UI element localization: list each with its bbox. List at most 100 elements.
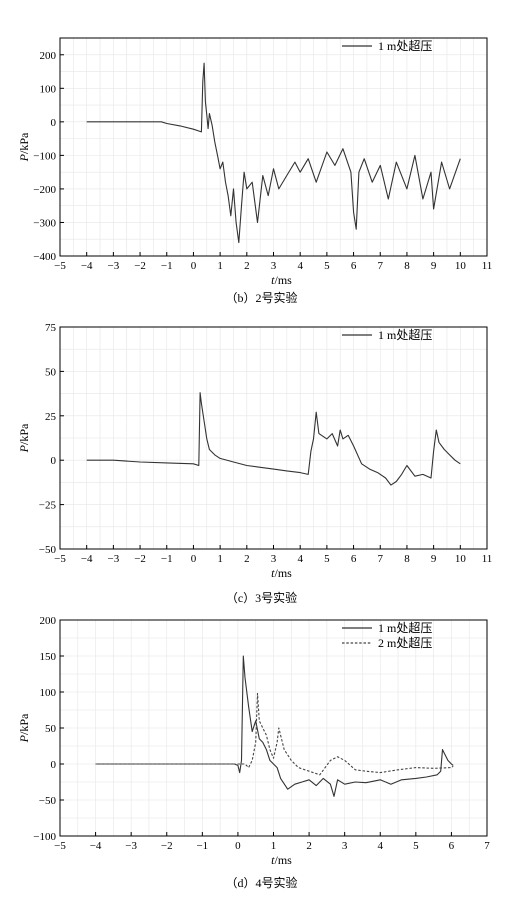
- x-tick-label: −4: [81, 553, 93, 565]
- x-tick-label: 8: [404, 260, 410, 272]
- x-axis-unit: /ms: [275, 566, 293, 580]
- y-tick-label: 150: [40, 651, 57, 663]
- legend-label: 1 m处超压: [378, 620, 432, 635]
- y-tick-label: 50: [45, 723, 57, 735]
- x-axis-var: t: [271, 273, 275, 287]
- x-tick-label: 10: [455, 553, 467, 565]
- x-tick-label: 7: [378, 260, 384, 272]
- x-tick-label: −3: [125, 840, 137, 852]
- x-tick-label: −5: [54, 553, 66, 565]
- y-axis-var: P: [17, 444, 31, 453]
- chart-panel-3: −5 −4 −3 −2 −1 0 1 2 3 4 5 6 7 −100 −50 0 50 100 150 200 t/m…: [17, 615, 490, 890]
- legend-label: 2 m处超压: [378, 635, 432, 650]
- x-tick-label: 6: [351, 260, 357, 272]
- x-tick-label: 4: [297, 553, 303, 565]
- chart-panel-1: −5 −4 −3 −2 −1 0 1 2 3 4 5 6 7 8 9 10 11 −400 −300 −200 −100…: [17, 37, 493, 305]
- series-line-2: [95, 692, 454, 776]
- x-tick-label: −3: [108, 260, 120, 272]
- y-tick-label: −300: [33, 217, 56, 229]
- y-tick-label: 100: [40, 83, 57, 95]
- legend-label: 1 m处超压: [378, 327, 432, 342]
- panel-caption: （c）3号实验: [226, 590, 297, 605]
- x-tick-label: 2: [306, 840, 312, 852]
- panel-caption: （d）4号实验: [225, 875, 297, 890]
- x-tick-label: −1: [196, 840, 208, 852]
- x-tick-label: 4: [297, 260, 303, 272]
- series-line-1: [86, 62, 461, 244]
- x-tick-label: 1: [271, 840, 277, 852]
- x-tick-label: 10: [455, 260, 467, 272]
- y-tick-label: 200: [40, 615, 57, 627]
- x-tick-label: 11: [482, 260, 493, 272]
- x-tick-label: 2: [244, 260, 250, 272]
- x-tick-label: −4: [90, 840, 102, 852]
- grid: [59, 37, 488, 257]
- x-tick-label: 3: [271, 553, 277, 565]
- y-tick-label: −50: [39, 544, 57, 556]
- x-tick-label: −2: [134, 553, 146, 565]
- x-tick-label: 11: [482, 553, 493, 565]
- y-axis-unit: /kPa: [17, 132, 31, 154]
- x-tick-label: 3: [342, 840, 348, 852]
- x-tick-label: 2: [244, 553, 250, 565]
- y-tick-label: 0: [51, 759, 57, 771]
- x-tick-label: 8: [404, 553, 410, 565]
- y-tick-label: 100: [40, 687, 57, 699]
- grid: [59, 619, 488, 837]
- x-axis-label: t/ms: [271, 566, 292, 580]
- x-axis-unit: /ms: [275, 273, 293, 287]
- x-axis-label: t/ms: [271, 853, 292, 867]
- x-tick-label: 1: [217, 553, 223, 565]
- y-tick-label: −25: [39, 500, 57, 512]
- x-tick-label: 0: [191, 553, 197, 565]
- y-tick-label: −50: [39, 795, 57, 807]
- y-axis-label: P/kPa: [17, 423, 31, 453]
- x-tick-label: 9: [431, 260, 437, 272]
- x-tick-label: −3: [108, 553, 120, 565]
- x-tick-label: −5: [54, 840, 66, 852]
- y-tick-label: 200: [40, 50, 57, 62]
- x-tick-label: 7: [378, 553, 384, 565]
- y-axis-var: P: [17, 153, 31, 162]
- y-axis-unit: /kPa: [17, 713, 31, 735]
- x-axis-label: t/ms: [271, 273, 292, 287]
- series-line-1: [86, 392, 461, 486]
- y-axis-label: P/kPa: [17, 713, 31, 743]
- y-axis-unit: /kPa: [17, 423, 31, 445]
- y-tick-label: 0: [51, 117, 57, 129]
- x-axis-var: t: [271, 566, 275, 580]
- x-tick-label: 5: [413, 840, 419, 852]
- x-tick-label: −4: [81, 260, 93, 272]
- y-tick-label: 75: [45, 322, 57, 334]
- x-tick-label: 7: [484, 840, 490, 852]
- x-tick-label: −2: [134, 260, 146, 272]
- legend-label: 1 m处超压: [378, 38, 432, 53]
- x-tick-label: −2: [161, 840, 173, 852]
- chart-panel-2: −5 −4 −3 −2 −1 0 1 2 3 4 5 6 7 8 9 10 11 −50 −25 0 25 50 75 t/m…: [17, 322, 492, 605]
- y-tick-label: −400: [33, 251, 56, 263]
- x-tick-label: 1: [217, 260, 223, 272]
- grid: [59, 326, 488, 550]
- x-tick-label: 5: [324, 260, 330, 272]
- y-axis-label: P/kPa: [17, 132, 31, 162]
- y-tick-label: 25: [45, 411, 57, 423]
- x-tick-label: 6: [449, 840, 455, 852]
- x-tick-label: 5: [324, 553, 330, 565]
- x-tick-label: 4: [378, 840, 384, 852]
- y-tick-label: 50: [45, 366, 57, 378]
- x-tick-label: −1: [161, 553, 173, 565]
- x-tick-label: −1: [161, 260, 173, 272]
- panel-caption: （b）2号实验: [225, 290, 297, 305]
- y-tick-label: −100: [33, 150, 56, 162]
- x-axis-unit: /ms: [275, 853, 293, 867]
- y-tick-label: 0: [51, 455, 57, 467]
- y-axis-var: P: [17, 734, 31, 743]
- x-tick-label: 3: [271, 260, 277, 272]
- series-line-1: [95, 655, 454, 797]
- x-tick-label: 9: [431, 553, 437, 565]
- x-tick-label: 0: [191, 260, 197, 272]
- x-tick-label: 6: [351, 553, 357, 565]
- x-tick-label: −5: [54, 260, 66, 272]
